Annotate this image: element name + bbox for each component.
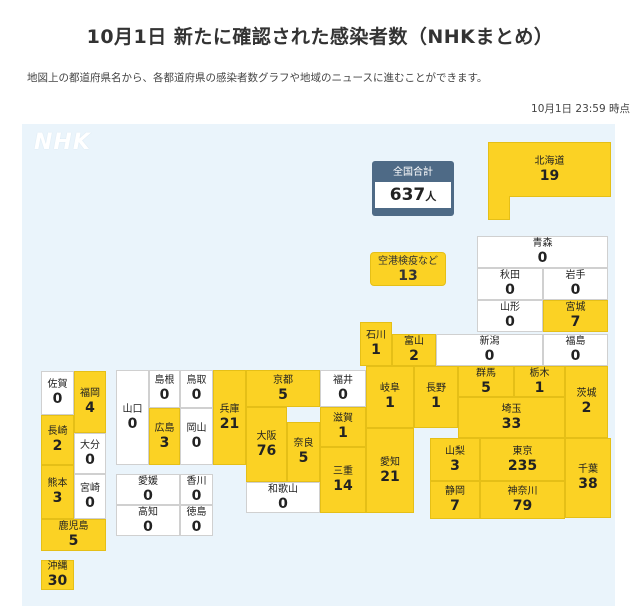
pref-mie[interactable]: 三重 14 [320, 447, 366, 513]
pref-nagasaki[interactable]: 長崎 2 [41, 415, 74, 465]
pref-ibaraki[interactable]: 茨城 2 [565, 366, 608, 438]
pref-okinawa[interactable]: 沖縄 30 [41, 560, 74, 590]
pref-osaka[interactable]: 大阪 76 [246, 407, 287, 482]
pref-kochi[interactable]: 高知 0 [116, 505, 180, 536]
pref-hiroshima[interactable]: 広島 3 [149, 408, 180, 465]
pref-aomori[interactable]: 青森 0 [477, 236, 608, 268]
pref-tokyo[interactable]: 東京 235 [480, 438, 565, 481]
pref-miyagi[interactable]: 宮城 7 [543, 300, 608, 332]
pref-yamanashi[interactable]: 山梨 3 [430, 438, 480, 481]
pref-shizuoka[interactable]: 静岡 7 [430, 481, 480, 519]
total-unit: 人 [425, 190, 437, 203]
timestamp: 10月1日 23:59 時点 [531, 103, 630, 115]
pref-aichi[interactable]: 愛知 21 [366, 428, 414, 513]
pref-tochigi[interactable]: 栃木 1 [514, 366, 565, 397]
pref-yamagata[interactable]: 山形 0 [477, 300, 543, 332]
pref-hokkaido[interactable]: 北海道 19 [488, 142, 611, 197]
pref-ehime[interactable]: 愛媛 0 [116, 474, 180, 505]
pref-nagano[interactable]: 長野 1 [414, 366, 458, 428]
pref-toyama[interactable]: 富山 2 [392, 334, 436, 366]
pref-quarantine[interactable]: 空港検疫など 13 [370, 252, 446, 286]
pref-shiga[interactable]: 滋賀 1 [320, 407, 366, 447]
page-description: 地図上の都道府県名から、各都道府県の感染者数グラフや地域のニュースに進むことがで… [27, 72, 488, 84]
pref-miyazaki[interactable]: 宮崎 0 [74, 474, 106, 519]
pref-iwate[interactable]: 岩手 0 [543, 268, 608, 300]
pref-tottori[interactable]: 鳥取 0 [180, 370, 213, 408]
pref-fukui[interactable]: 福井 0 [320, 370, 366, 407]
quarantine-count: 13 [398, 268, 418, 284]
pref-yamaguchi[interactable]: 山口 0 [116, 370, 149, 465]
pref-tokushima[interactable]: 徳島 0 [180, 505, 213, 536]
pref-saitama[interactable]: 埼玉 33 [458, 397, 565, 438]
quarantine-name: 空港検疫など [378, 256, 438, 267]
total-count: 637 [389, 185, 426, 205]
pref-okayama[interactable]: 岡山 0 [180, 408, 213, 465]
pref-shimane[interactable]: 島根 0 [149, 370, 180, 408]
pref-kumamoto[interactable]: 熊本 3 [41, 465, 74, 519]
pref-kagawa[interactable]: 香川 0 [180, 474, 213, 505]
pref-fukushima[interactable]: 福島 0 [543, 334, 608, 366]
pref-wakayama[interactable]: 和歌山 0 [246, 482, 320, 513]
pref-hyogo[interactable]: 兵庫 21 [213, 370, 246, 465]
pref-akita[interactable]: 秋田 0 [477, 268, 543, 300]
pref-nara[interactable]: 奈良 5 [287, 422, 320, 482]
pref-kagoshima[interactable]: 鹿児島 5 [41, 519, 106, 551]
pref-chiba[interactable]: 千葉 38 [565, 438, 611, 518]
page-title: 10月1日 新たに確認された感染者数（NHKまとめ） [86, 26, 554, 48]
japan-map: NHK 全国合計 637人 空港検疫など 13 北海道 19 青森 0 秋田 0 岩手… [22, 124, 615, 606]
pref-ishikawa[interactable]: 石川 1 [360, 322, 392, 366]
pref-kyoto[interactable]: 京都 5 [246, 370, 320, 407]
pref-gifu[interactable]: 岐阜 1 [366, 366, 414, 428]
pref-niigata[interactable]: 新潟 0 [436, 334, 543, 366]
nhk-logo: NHK [34, 130, 91, 155]
total-label: 全国合計 [393, 167, 433, 178]
pref-kanagawa[interactable]: 神奈川 79 [480, 481, 565, 519]
pref-fukuoka[interactable]: 福岡 4 [74, 371, 106, 433]
pref-oita[interactable]: 大分 0 [74, 433, 106, 474]
pref-hokkaido-part[interactable] [488, 196, 510, 220]
pref-saga[interactable]: 佐賀 0 [41, 371, 74, 415]
pref-gunma[interactable]: 群馬 5 [458, 366, 514, 397]
national-total-box: 全国合計 637人 [372, 161, 454, 216]
